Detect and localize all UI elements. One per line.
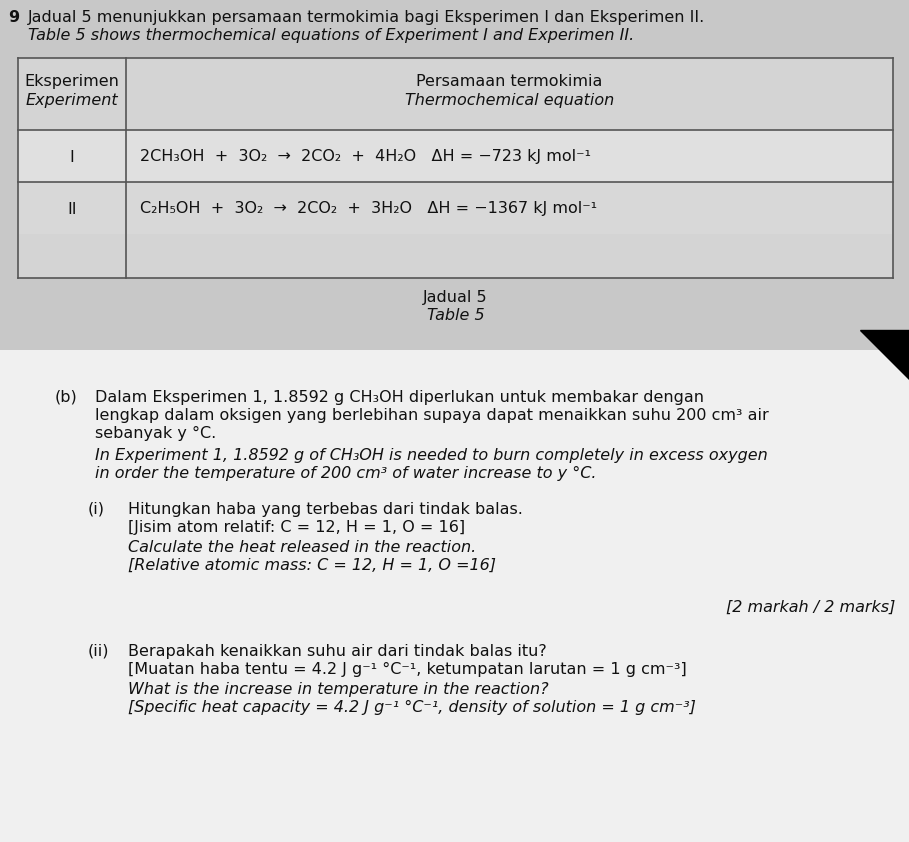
Text: Table 5 shows thermochemical equations of Experiment I and Experimen II.: Table 5 shows thermochemical equations o…	[28, 28, 634, 43]
Text: (b): (b)	[55, 390, 78, 405]
Text: Thermochemical equation: Thermochemical equation	[405, 93, 614, 108]
Text: Jadual 5: Jadual 5	[424, 290, 488, 305]
Text: I: I	[70, 150, 75, 164]
Bar	[18, 182, 893, 234]
Text: in order the temperature of 200 cm³ of water increase to y °C.: in order the temperature of 200 cm³ of w…	[95, 466, 596, 481]
Text: [2 markah / 2 marks]: [2 markah / 2 marks]	[725, 600, 895, 615]
Text: [Relative atomic mass: C = 12, H = 1, O =16]: [Relative atomic mass: C = 12, H = 1, O …	[128, 558, 496, 573]
Text: [Specific heat capacity = 4.2 J g⁻¹ °C⁻¹, density of solution = 1 g cm⁻³]: [Specific heat capacity = 4.2 J g⁻¹ °C⁻¹…	[128, 700, 696, 715]
Text: Jadual 5 menunjukkan persamaan termokimia bagi Eksperimen I dan Eksperimen II.: Jadual 5 menunjukkan persamaan termokimi…	[28, 10, 705, 25]
Text: Calculate the heat released in the reaction.: Calculate the heat released in the react…	[128, 540, 476, 555]
Text: What is the increase in temperature in the reaction?: What is the increase in temperature in t…	[128, 682, 549, 697]
Bar	[0, 0, 909, 350]
Text: C₂H₅OH  +  3O₂  →  2CO₂  +  3H₂O   ΔH = −1367 kJ mol⁻¹: C₂H₅OH + 3O₂ → 2CO₂ + 3H₂O ΔH = −1367 kJ…	[140, 201, 597, 216]
Bar	[18, 130, 893, 182]
Bar	[0, 350, 909, 842]
Polygon shape	[860, 330, 909, 385]
Text: [Muatan haba tentu = 4.2 J g⁻¹ °C⁻¹, ketumpatan larutan = 1 g cm⁻³]: [Muatan haba tentu = 4.2 J g⁻¹ °C⁻¹, ket…	[128, 662, 687, 677]
Text: [Jisim atom relatif: C = 12, H = 1, O = 16]: [Jisim atom relatif: C = 12, H = 1, O = …	[128, 520, 465, 535]
Text: Berapakah kenaikkan suhu air dari tindak balas itu?: Berapakah kenaikkan suhu air dari tindak…	[128, 644, 546, 659]
Text: sebanyak y °C.: sebanyak y °C.	[95, 426, 216, 441]
Text: Dalam Eksperimen 1, 1.8592 g CH₃OH diperlukan untuk membakar dengan: Dalam Eksperimen 1, 1.8592 g CH₃OH diper…	[95, 390, 704, 405]
Text: 2CH₃OH  +  3O₂  →  2CO₂  +  4H₂O   ΔH = −723 kJ mol⁻¹: 2CH₃OH + 3O₂ → 2CO₂ + 4H₂O ΔH = −723 kJ …	[140, 150, 591, 164]
Text: 9: 9	[8, 10, 19, 25]
Text: Hitungkan haba yang terbebas dari tindak balas.: Hitungkan haba yang terbebas dari tindak…	[128, 502, 523, 517]
Text: Experiment: Experiment	[25, 93, 118, 108]
Text: Persamaan termokimia: Persamaan termokimia	[416, 74, 603, 89]
Bar	[18, 58, 893, 278]
Text: Table 5: Table 5	[426, 308, 484, 323]
Text: In Experiment 1, 1.8592 g of CH₃OH is needed to burn completely in excess oxygen: In Experiment 1, 1.8592 g of CH₃OH is ne…	[95, 448, 768, 463]
Text: II: II	[67, 201, 76, 216]
Text: (ii): (ii)	[88, 644, 109, 659]
Text: Eksperimen: Eksperimen	[25, 74, 119, 89]
Text: lengkap dalam oksigen yang berlebihan supaya dapat menaikkan suhu 200 cm³ air: lengkap dalam oksigen yang berlebihan su…	[95, 408, 769, 423]
Text: (i): (i)	[88, 502, 105, 517]
